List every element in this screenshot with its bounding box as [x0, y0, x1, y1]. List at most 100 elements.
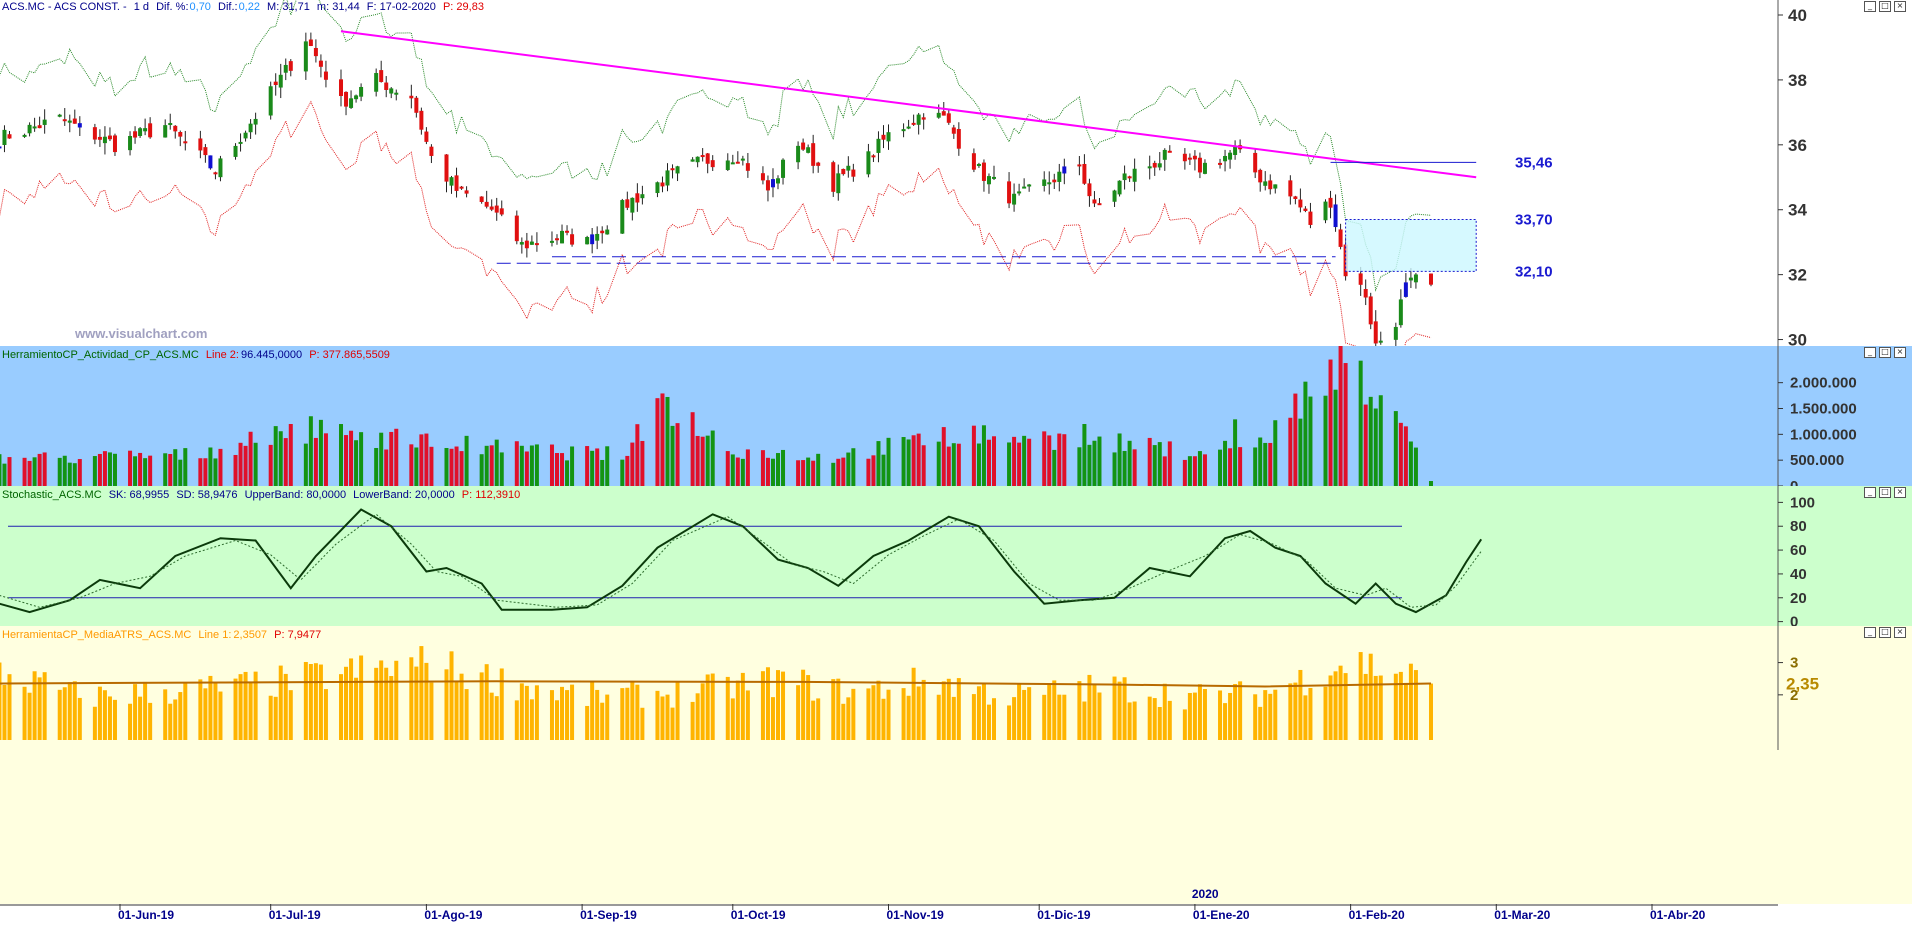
maximize-button[interactable]: □ [1879, 627, 1891, 638]
volume-bar [1233, 419, 1238, 486]
atr-bar [57, 689, 62, 740]
candle-body [1152, 162, 1157, 168]
volume-bar [1218, 449, 1223, 486]
minimize-button[interactable]: _ [1864, 627, 1876, 638]
candle-body [1218, 162, 1223, 165]
volume-bar [986, 439, 991, 486]
minimize-button[interactable]: _ [1864, 487, 1876, 498]
atr-bar [776, 670, 781, 740]
volume-header: HerramientoCP_Actividad_CP_ACS.MC Line 2… [2, 348, 394, 362]
volume-bar [233, 454, 238, 486]
volume-bar [665, 396, 670, 486]
volume-bar [881, 454, 886, 486]
volume-bar [529, 445, 534, 486]
atr-header: HerramientaCP_MediaATRS_ACS.MC Line 1: 2,… [2, 628, 325, 642]
minimize-button[interactable]: _ [1864, 347, 1876, 358]
candle-body [1122, 173, 1127, 181]
maximize-button[interactable]: □ [1879, 487, 1891, 498]
close-button[interactable]: × [1894, 627, 1906, 638]
atr-bar [876, 680, 881, 740]
atr-panel[interactable]: 2 3 2,35 2020 HerramientaCP_MediaATRS_ACS.M… [0, 626, 1912, 904]
atr-bar [278, 665, 283, 740]
atr-bar [916, 686, 921, 740]
volume-bar [218, 448, 223, 486]
volume-bar [796, 460, 801, 486]
candle-body [208, 155, 213, 169]
volume-bar [730, 454, 735, 486]
candle-body [871, 155, 876, 158]
volume-chart[interactable]: 0 500.000 1.000.000 1.500.000 2.000.000 [0, 346, 1912, 486]
candle-body [725, 160, 730, 170]
atr-bar [781, 671, 786, 740]
atr-bar [168, 703, 173, 740]
maximize-button[interactable]: □ [1879, 347, 1891, 358]
x-tick-label: 01-Abr-20 [1650, 908, 1706, 922]
atr-bar [1258, 706, 1263, 740]
close-button[interactable]: × [1894, 487, 1906, 498]
atr-average-line [0, 680, 1432, 688]
maximize-button[interactable]: □ [1879, 1, 1891, 12]
candle-body [705, 153, 710, 164]
stochastic-panel[interactable]: 0 20 40 60 80 100 Stochastic_ACS.MC SK: 68,99… [0, 486, 1912, 627]
candle-body [514, 215, 519, 242]
volume-bar [1373, 408, 1378, 486]
volume-window-buttons: _ □ × [1864, 347, 1906, 358]
atr-bar [655, 690, 660, 740]
close-button[interactable]: × [1894, 1, 1906, 12]
candle-body [1398, 299, 1403, 326]
volume-bar [1167, 441, 1172, 486]
candle-body [344, 91, 349, 107]
atr-bar [841, 703, 846, 740]
volume-bar [956, 443, 961, 486]
atr-bar [640, 707, 645, 740]
volume-bar [776, 453, 781, 486]
volume-bar [1338, 346, 1343, 486]
stochastic-chart[interactable]: 0 20 40 60 80 100 [0, 486, 1912, 626]
atr-bar [464, 689, 469, 740]
candle-body [218, 158, 223, 178]
stochastic-lower: LowerBand: 20,0000 [353, 489, 455, 501]
stochastic-p: P: 112,3910 [461, 489, 521, 501]
atr-bar [243, 671, 248, 740]
atr-chart[interactable]: 2 3 2,35 2020 [0, 626, 1912, 904]
volume-bar [871, 455, 876, 486]
atr-bar [1022, 689, 1027, 740]
volume-bar [62, 455, 67, 486]
candle-body [866, 151, 871, 175]
volume-bar [605, 446, 610, 486]
volume-bar [449, 448, 454, 486]
candle-body [1057, 171, 1062, 182]
candle-body [956, 128, 961, 149]
candle-body [665, 170, 670, 186]
close-button[interactable]: × [1894, 347, 1906, 358]
volume-bar [946, 446, 951, 486]
atr-bar [871, 685, 876, 740]
volume-bar [354, 440, 359, 486]
candle-body [429, 146, 434, 156]
candle-body [449, 177, 454, 186]
atr-bar [745, 690, 750, 740]
candle-body [851, 169, 856, 177]
volume-bar [765, 457, 770, 486]
volume-line-label: Line 2: [205, 349, 239, 361]
atr-bar [1228, 692, 1233, 740]
candle-body [1378, 340, 1383, 343]
candle-body [7, 134, 12, 139]
atr-bar [359, 655, 364, 740]
atr-bar [1408, 663, 1413, 740]
resistance-zone [1345, 218, 1477, 272]
atr-bar [454, 680, 459, 740]
volume-panel[interactable]: 0 500.000 1.000.000 1.500.000 2.000.000 Herr… [0, 346, 1912, 487]
volume-bar [22, 457, 27, 486]
candle-body [1187, 157, 1192, 160]
atr-bar [1393, 673, 1398, 740]
atr-bar [1413, 670, 1418, 740]
volume-bar [1162, 456, 1167, 486]
volume-bar [600, 459, 605, 486]
atr-bar [570, 684, 575, 740]
atr-bar [143, 681, 148, 740]
candle-body [1077, 164, 1082, 167]
minimize-button[interactable]: _ [1864, 1, 1876, 12]
